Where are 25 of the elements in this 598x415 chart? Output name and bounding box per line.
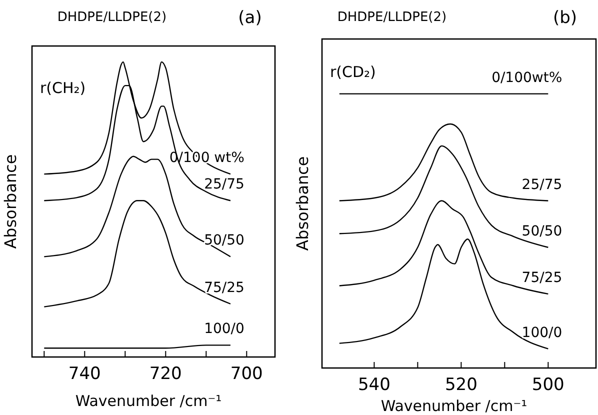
- text: (b): [552, 8, 578, 28]
- x-tick-label: 500: [532, 375, 564, 395]
- x-tick-label: 700: [230, 364, 263, 384]
- x-axis-title: Wavenumber /cm⁻¹: [380, 397, 528, 415]
- text: r(CD₂): [330, 63, 376, 81]
- y-axis-title: Absorbance: [1, 154, 20, 249]
- x-tick-label: 740: [68, 364, 101, 384]
- y-axis-title: Absorbance: [293, 156, 312, 251]
- series-label: 75/25: [204, 280, 244, 296]
- x-axis-title: Wavenumber /cm⁻¹: [75, 392, 222, 410]
- x-tick-label: 720: [149, 364, 182, 384]
- chart-title: DHDPE/LLDPE(2): [337, 10, 447, 25]
- annotation: r(CH₂): [40, 79, 86, 97]
- series-label: 100/0: [204, 321, 244, 338]
- x-tick-label: 540: [358, 375, 390, 395]
- series-label: 100/0: [522, 324, 562, 341]
- series-label: 75/25: [522, 270, 562, 286]
- x-tick-label: 520: [444, 375, 478, 395]
- series-label: 50/50: [204, 232, 244, 249]
- series-label: 25/75: [204, 176, 244, 193]
- chart-title: DHDPE/LLDPE(2): [57, 10, 167, 25]
- series-label: 0/100wt%: [492, 70, 562, 86]
- text: (a): [238, 8, 262, 28]
- series-label: 25/75: [522, 176, 562, 193]
- series-label: 50/50: [522, 223, 562, 240]
